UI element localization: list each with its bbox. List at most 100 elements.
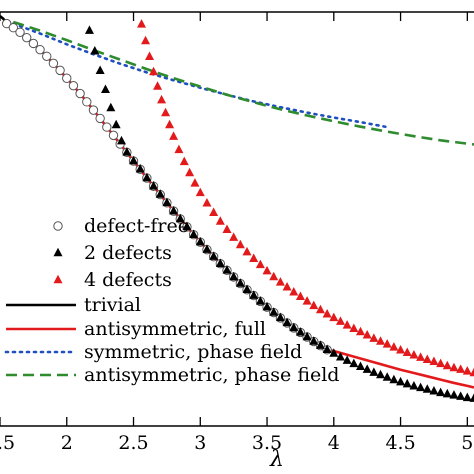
x-tick-label: 1.5 [0, 432, 15, 454]
data-point-2-defects [162, 197, 172, 207]
data-point-4-defects [295, 291, 305, 301]
x-tick-label: 4 [328, 432, 340, 454]
data-point-2-defects [155, 189, 165, 198]
data-point-2-defects [289, 322, 299, 332]
data-point-2-defects [135, 164, 145, 173]
data-point-2-defects [195, 236, 205, 246]
data-point-2-defects [129, 155, 139, 165]
data-point-defect-free [95, 113, 105, 124]
series-markers-4-defects [137, 19, 474, 377]
data-point-defect-free [68, 80, 79, 91]
legend-entry-2-defects: 2 defects [53, 242, 172, 264]
data-point-2-defects [302, 331, 312, 341]
data-point-4-defects [309, 300, 319, 310]
data-point-2-defects [182, 221, 192, 231]
data-point-2-defects [269, 307, 279, 316]
data-point-4-defects [262, 265, 272, 275]
data-point-2-defects [295, 327, 305, 336]
data-point-2-defects [342, 355, 352, 364]
legend-swatch-4-defects [53, 274, 63, 284]
x-tick-label: 3.5 [252, 432, 282, 454]
data-point-2-defects [202, 244, 212, 253]
data-point-2-defects [309, 336, 319, 345]
data-point-defect-free [62, 73, 72, 83]
data-point-2-defects [189, 229, 199, 238]
data-point-4-defects [402, 347, 412, 356]
data-point-2-defects [229, 271, 239, 281]
data-point-4-defects [249, 253, 259, 262]
data-point-4-defects [145, 51, 155, 60]
data-point-4-defects [382, 339, 392, 348]
data-point-2-defects [456, 391, 466, 400]
data-point-2-defects [235, 278, 245, 287]
data-point-2-defects [282, 317, 292, 327]
data-point-4-defects [161, 107, 171, 117]
legend-label-2-defects: 2 defects [84, 242, 172, 264]
data-point-2-defects [436, 387, 446, 397]
data-point-2-defects [382, 372, 392, 381]
data-point-4-defects [462, 366, 472, 375]
legend-entry-trivial: trivial [6, 294, 141, 316]
data-point-2-defects [416, 382, 426, 392]
data-point-4-defects [153, 81, 163, 90]
data-point-4-defects [269, 271, 279, 281]
legend-label-4-defects: 4 defects [84, 269, 172, 291]
x-tick-label: 5 [461, 432, 473, 454]
x-tick-label: 2 [61, 432, 73, 454]
legend-swatch-defect-free [53, 221, 63, 231]
legend-label-symmetric-phase-field: symmetric, phase field [84, 341, 302, 363]
data-point-4-defects [429, 356, 439, 366]
legend-swatch-2-defects [53, 247, 63, 257]
data-point-defect-free [82, 97, 92, 107]
data-point-4-defects [396, 344, 406, 354]
data-point-4-defects [229, 232, 239, 241]
data-point-4-defects [329, 312, 339, 322]
data-point-2-defects [449, 390, 459, 399]
data-point-4-defects [322, 308, 332, 318]
data-point-defect-free [28, 38, 39, 49]
data-point-4-defects [315, 304, 325, 314]
series-line-antisymmetric-phase-field [12, 20, 474, 146]
data-point-4-defects [235, 239, 245, 249]
data-point-4-defects [222, 224, 232, 233]
data-point-defect-free [88, 105, 99, 115]
data-point-4-defects [335, 316, 345, 325]
x-axis-label: λ [269, 447, 284, 472]
data-point-4-defects [137, 19, 147, 28]
data-point-4-defects [409, 349, 419, 359]
data-point-defect-free [8, 23, 19, 33]
data-point-defect-free [22, 32, 32, 43]
data-point-2-defects [95, 65, 105, 75]
data-point-4-defects [369, 333, 379, 342]
data-point-4-defects [202, 198, 212, 207]
data-point-2-defects [462, 392, 472, 402]
data-point-4-defects [416, 352, 426, 361]
data-point-4-defects [185, 167, 195, 177]
data-point-4-defects [275, 277, 285, 286]
legend-entry-symmetric-phase-field: symmetric, phase field [4, 341, 302, 363]
data-point-defect-free [75, 88, 85, 99]
data-point-4-defects [174, 144, 184, 154]
data-point-2-defects [90, 46, 100, 55]
data-point-4-defects [356, 326, 366, 336]
data-point-2-defects [149, 181, 159, 190]
data-point-2-defects [442, 388, 452, 398]
data-point-4-defects [456, 364, 466, 373]
data-point-2-defects [106, 102, 116, 112]
legend-label-antisymmetric-full: antisymmetric, full [84, 318, 266, 340]
data-point-2-defects [100, 84, 110, 94]
series-markers-2-defects [84, 25, 474, 402]
data-point-2-defects [242, 284, 252, 294]
data-point-2-defects [215, 258, 225, 267]
data-point-defect-free [1, 18, 12, 29]
data-point-2-defects [356, 361, 366, 371]
data-point-defect-free [108, 130, 119, 141]
data-point-4-defects [141, 35, 151, 45]
x-tick-label: 2.5 [118, 432, 148, 454]
data-point-2-defects [322, 344, 332, 354]
legend-entry-4-defects: 4 defects [53, 269, 172, 291]
data-point-4-defects [349, 323, 359, 332]
data-point-2-defects [175, 213, 185, 223]
data-point-4-defects [442, 360, 452, 370]
